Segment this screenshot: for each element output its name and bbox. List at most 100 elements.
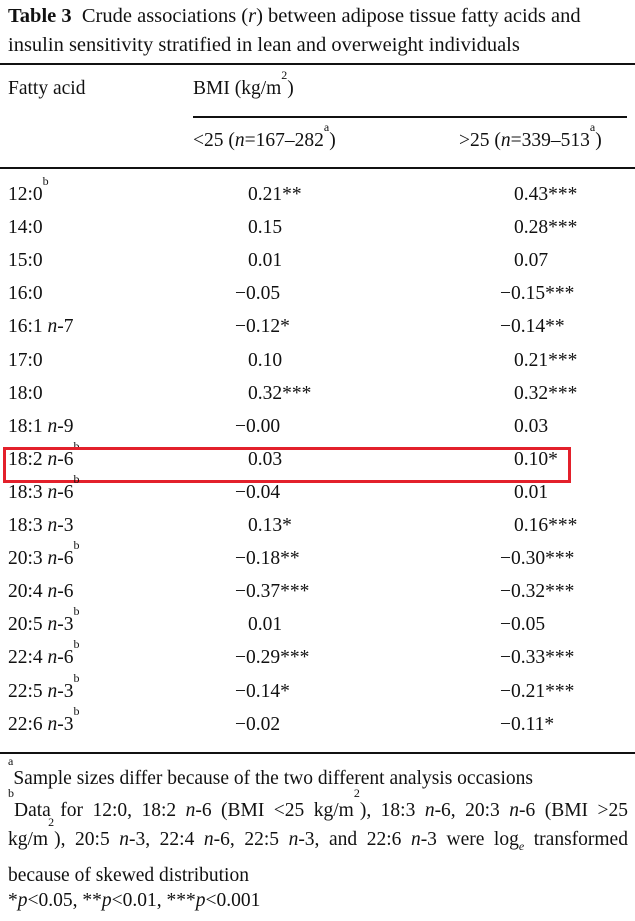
table-row: 15:0 0.01 0.07 [0, 246, 635, 279]
lean-value-cell: −0.02 [235, 713, 281, 735]
footnote-a: aSample sizes differ because of the two … [8, 755, 628, 793]
lean-value-cell: −0.12* [235, 316, 290, 338]
omega-n: n [47, 581, 58, 603]
lean-value-cell: −0.05 [235, 283, 281, 305]
omega-n: n [47, 316, 58, 338]
fatty-acid-cell: 18:3 n-6b [8, 471, 80, 503]
omega-n: n [47, 415, 58, 437]
footnote-mark: b [73, 538, 80, 553]
lean-value-cell: 0.15 [248, 217, 283, 239]
footnote-mark: b [42, 174, 49, 188]
h3-end: ) [595, 130, 602, 151]
overweight-value-cell: −0.30*** [500, 548, 575, 570]
footnote-significance: *p<0.05, **p<0.01, ***p<0.001 [8, 890, 261, 911]
footnote-mark: b [73, 438, 80, 453]
omega-n: n [47, 614, 58, 636]
overweight-value-cell: −0.14** [500, 316, 565, 338]
overweight-value-cell: −0.05 [500, 614, 546, 636]
footnote-mark: b [73, 703, 80, 718]
lean-value-cell: 0.21** [248, 184, 302, 205]
header-overweight: >25 (n=339–513a) [459, 121, 602, 152]
italic-symbol: n [424, 800, 435, 821]
lean-value-cell: 0.01 [248, 614, 283, 636]
header-lean: <25 (n=167–282a) [193, 121, 336, 152]
h2-n: n [234, 130, 245, 151]
overweight-value-cell: −0.21*** [500, 680, 575, 702]
header-bmi: BMI (kg/m2) [193, 69, 294, 100]
table-label: Table 3 [8, 5, 72, 27]
footnote-a-mark: a [8, 754, 14, 768]
superscript: 2 [48, 815, 55, 829]
fatty-acid-cell: 15:0 [8, 250, 43, 272]
table-row: 18:1 n-9 −0.00 0.03 [0, 412, 635, 445]
h3-pre: >25 ( [459, 130, 501, 151]
lean-value-cell: −0.14* [235, 680, 290, 702]
italic-symbol: p [17, 890, 28, 911]
footnote-mark: b [73, 471, 80, 486]
header-rule [0, 167, 635, 169]
omega-n: n [47, 515, 58, 536]
overweight-value-cell: 0.03 [514, 415, 549, 437]
overweight-value-cell: −0.32*** [500, 581, 575, 603]
omega-n: n [47, 680, 58, 702]
omega-n: n [47, 448, 58, 470]
table-row: 20:5 n-3b 0.01 −0.05 [0, 605, 635, 643]
lean-value-cell: −0.18** [235, 548, 300, 570]
footnote-a-text: Sample sizes differ because of the two d… [13, 768, 533, 789]
italic-symbol: n [410, 829, 421, 850]
table-row: 12:0b 0.21** 0.43*** [0, 174, 635, 213]
h3-mid: =339–513 [510, 130, 590, 151]
overweight-value-cell: 0.21*** [514, 349, 578, 371]
fatty-acid-cell: 14:0 [8, 217, 43, 239]
h2-sup: a [323, 120, 330, 134]
fatty-acid-cell: 16:1 n-7 [8, 316, 74, 338]
lean-value-cell: 0.32*** [248, 382, 312, 404]
italic-symbol: p [195, 890, 206, 911]
header-bmi-end: ) [287, 78, 294, 99]
overweight-value-cell: 0.16*** [514, 515, 578, 536]
overweight-value-cell: 0.43*** [514, 184, 578, 205]
lean-value-cell: 0.13* [248, 515, 292, 536]
italic-symbol: n [185, 800, 196, 821]
overweight-value-cell: −0.15*** [500, 283, 575, 305]
fatty-acid-cell: 17:0 [8, 349, 43, 371]
title-r: r [248, 5, 257, 27]
table-row: 22:5 n-3b −0.14* −0.21*** [0, 670, 635, 710]
footnote-mark: b [73, 670, 80, 685]
h2-pre: <25 ( [193, 130, 235, 151]
superscript: 2 [353, 786, 360, 800]
fatty-acid-cell: 22:6 n-3b [8, 703, 80, 735]
lean-value-cell: 0.01 [248, 250, 283, 272]
table-row: 16:1 n-7 −0.12* −0.14** [0, 312, 635, 345]
table-title: Crude associations (r) between adipose t… [8, 5, 581, 56]
italic-symbol: n [509, 800, 520, 821]
bottom-rule [0, 752, 635, 754]
lean-value-cell: −0.37*** [235, 581, 310, 603]
table-row: 14:0 0.15 0.28*** [0, 213, 635, 246]
h2-mid: =167–282 [244, 130, 324, 151]
fatty-acid-cell: 20:4 n-6 [8, 581, 74, 603]
omega-n: n [47, 647, 58, 669]
subscript: e [518, 838, 525, 853]
table-caption: Table 3 Crude associations (r) between a… [8, 2, 633, 60]
omega-n: n [47, 548, 58, 570]
fatty-acid-cell: 22:5 n-3b [8, 670, 80, 702]
fatty-acid-cell: 20:3 n-6b [8, 538, 80, 570]
h3-n: n [500, 130, 511, 151]
table-row: 18:0 0.32*** 0.32*** [0, 379, 635, 412]
footnote-b-mark: b [8, 786, 14, 800]
header-bmi-text: BMI (kg/m [193, 78, 282, 99]
overweight-value-cell: 0.01 [514, 481, 549, 503]
italic-symbol: p [101, 890, 112, 911]
omega-n: n [47, 481, 58, 503]
table-row: 18:2 n-6b 0.03 0.10* [0, 440, 635, 478]
italic-symbol: n [288, 829, 299, 850]
footnote-mark: b [73, 604, 80, 619]
italic-symbol: n [203, 829, 214, 850]
table-row: 17:0 0.10 0.21*** [0, 346, 635, 379]
fatty-acid-cell: 12:0b [8, 174, 49, 205]
table-row: 20:4 n-6 −0.37*** −0.32*** [0, 577, 635, 610]
table-row: 20:3 n-6b −0.18** −0.30*** [0, 538, 635, 577]
table-row: 22:6 n-3b −0.02 −0.11* [0, 703, 635, 743]
